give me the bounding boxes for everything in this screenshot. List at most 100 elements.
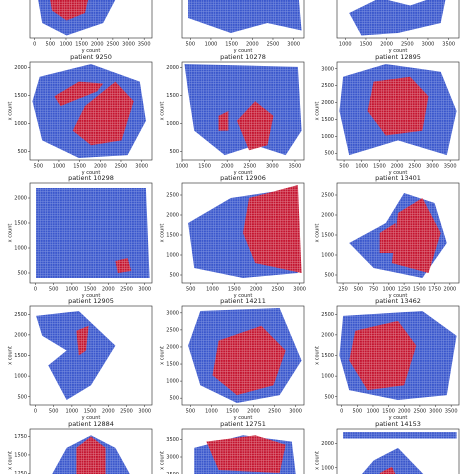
x-tick-label: 2000 <box>250 287 263 293</box>
x-tick-label: 500 <box>186 287 196 293</box>
y-tick-label: 1000 <box>166 121 179 127</box>
y-tick-label: 3500 <box>166 437 179 443</box>
panel: patient 10298 0 500 1000 1500 2000 2500 3000 y c… <box>8 174 153 299</box>
panel-title: patient 14153 <box>375 420 421 428</box>
axes-frame <box>336 428 460 474</box>
y-tick-label: 1500 <box>321 117 334 123</box>
tumor-region <box>76 436 106 474</box>
tumor-region <box>243 185 302 273</box>
x-axis-label: y count <box>234 170 253 176</box>
panel: patient 12751 2500 3000 3500 x count <box>160 420 305 474</box>
x-axis-label: y count <box>389 415 408 421</box>
y-tick-label: 500 <box>324 273 334 279</box>
x-tick-label: 2500 <box>120 287 133 293</box>
y-tick-label: 500 <box>169 273 179 279</box>
panel: patient 12895 500 1000 1500 2000 2500 3000 3500… <box>315 53 460 176</box>
x-tick-label: 0 <box>340 409 343 415</box>
tumor-region <box>54 81 104 107</box>
panel: patient 12884 1250 1500 1750 x count <box>8 420 153 474</box>
x-tick-label: 1000 <box>66 409 79 415</box>
y-axis-label: x count <box>8 224 14 243</box>
blobs <box>343 432 457 474</box>
x-tick-label: 1500 <box>75 42 88 48</box>
axes-frame <box>29 182 153 284</box>
y-tick-label: 500 <box>324 151 334 157</box>
x-tick-label: 1000 <box>206 287 219 293</box>
y-tick-label: 1500 <box>166 362 179 368</box>
axes-frame <box>336 182 460 284</box>
blobs <box>52 435 130 474</box>
x-tick-label: 750 <box>369 287 379 293</box>
y-tick-label: 1000 <box>321 253 334 259</box>
y-tick-label: 2500 <box>166 472 179 474</box>
x-axis-label: y count <box>389 293 408 299</box>
y-tick-label: 500 <box>169 149 179 155</box>
panel-title: patient 14211 <box>220 297 266 305</box>
y-tick-label: 2000 <box>321 441 334 447</box>
y-axis-label: x count <box>8 346 14 365</box>
y-tick-label: 1000 <box>14 121 27 127</box>
tissue-region <box>36 310 116 401</box>
x-tick-label: 2000 <box>247 409 260 415</box>
y-tick-label: 500 <box>17 271 27 277</box>
blobs <box>349 193 447 278</box>
axes-frame <box>181 305 305 406</box>
x-tick-label: 500 <box>353 409 363 415</box>
axes-frame <box>181 0 305 39</box>
y-tick-label: 2500 <box>166 327 179 333</box>
y-tick-label: 1000 <box>321 374 334 380</box>
tumor-region <box>367 76 429 136</box>
blobs <box>36 188 150 278</box>
y-tick-label: 2000 <box>321 100 334 106</box>
x-tick-label: 2500 <box>115 164 128 170</box>
panel: patient 9250 500 1000 1500 2000 2500 3000 y cou… <box>8 53 153 176</box>
x-tick-label: 3000 <box>138 287 151 293</box>
x-tick-label: 1500 <box>360 42 373 48</box>
x-axis-label: y count <box>82 415 101 421</box>
panel-title: patient 12906 <box>220 174 266 182</box>
panel: patient 10278 1000 1500 2000 2500 3000 3500 y c… <box>160 53 305 176</box>
panel: 500 1000 1500 2000 2500 3000 y count <box>181 0 305 54</box>
x-tick-label: 1500 <box>84 287 97 293</box>
y-tick-label: 1000 <box>166 379 179 385</box>
x-axis-label: y count <box>389 170 408 176</box>
x-tick-label: 2000 <box>380 42 393 48</box>
y-tick-label: 2000 <box>14 65 27 71</box>
axes-frame <box>29 61 153 161</box>
axes-frame <box>181 182 305 284</box>
x-tick-label: 3000 <box>293 287 306 293</box>
x-axis-label: y count <box>234 48 253 54</box>
blobs <box>339 63 457 156</box>
blobs <box>36 310 116 401</box>
x-tick-label: 0 <box>33 42 36 48</box>
x-tick-label: 2500 <box>408 164 421 170</box>
tumor-region <box>391 198 441 273</box>
y-axis-label: x count <box>315 346 321 365</box>
blobs <box>188 185 302 278</box>
y-tick-label: 2500 <box>321 83 334 89</box>
panel: patient 12905 0 500 1000 1500 2000 2500 3000 y c… <box>8 297 153 421</box>
y-tick-label: 3000 <box>321 66 334 72</box>
y-tick-label: 1500 <box>166 93 179 99</box>
x-axis-label: y count <box>234 293 253 299</box>
panel-title: patient 13462 <box>375 297 421 305</box>
y-axis-label: x count <box>160 346 166 365</box>
y-tick-label: 2500 <box>321 193 334 199</box>
x-axis-label: y count <box>234 415 253 421</box>
y-axis-label: x count <box>315 451 321 470</box>
x-tick-label: 2000 <box>391 164 404 170</box>
panel-title: patient 13401 <box>375 174 421 182</box>
y-tick-label: 1500 <box>14 452 27 458</box>
x-tick-label: 0 <box>34 287 37 293</box>
x-tick-label: 500 <box>354 287 364 293</box>
x-tick-label: 2500 <box>268 409 281 415</box>
blobs <box>38 0 116 36</box>
x-tick-label: 2000 <box>94 164 107 170</box>
blobs <box>32 63 146 159</box>
x-tick-label: 1000 <box>176 164 189 170</box>
y-axis-label: x count <box>160 224 166 243</box>
x-tick-label: 1500 <box>373 164 386 170</box>
x-tick-label: 1000 <box>205 42 218 48</box>
x-tick-label: 2500 <box>267 42 280 48</box>
y-tick-label: 1500 <box>14 353 27 359</box>
